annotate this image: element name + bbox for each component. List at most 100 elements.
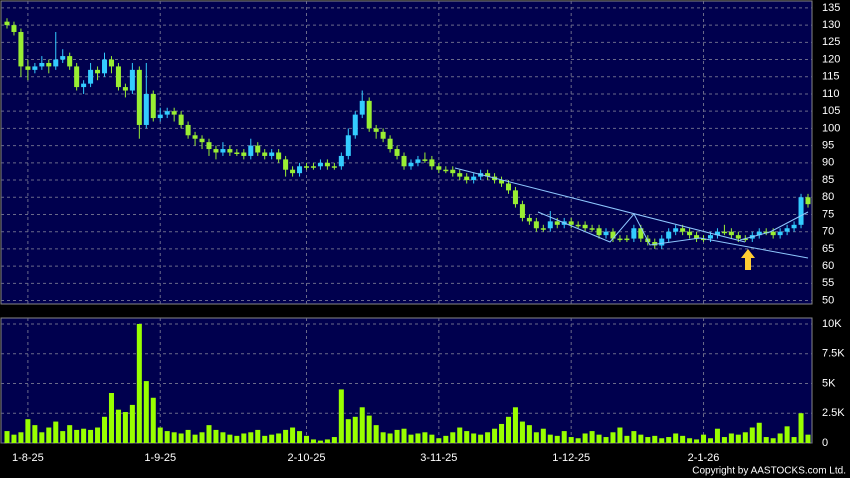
volume-bar <box>157 427 163 443</box>
volume-bar <box>680 435 686 443</box>
candle-body <box>46 62 52 67</box>
candle-body <box>673 228 679 232</box>
volume-bar <box>603 437 609 443</box>
volume-bar <box>338 389 344 443</box>
candle-body <box>32 66 38 70</box>
volume-bar <box>707 438 713 443</box>
trend-line <box>537 211 809 259</box>
grid <box>1 1 812 444</box>
candle-body <box>387 138 393 150</box>
x-tick-label: 1-12-25 <box>552 452 590 464</box>
candle-body <box>443 169 449 172</box>
candle-body <box>624 238 630 241</box>
y-tick-label: 70 <box>822 226 834 238</box>
y-tick-label: 60 <box>822 260 834 272</box>
candle-body <box>4 21 10 26</box>
candle-body <box>359 100 365 115</box>
candle-body <box>610 231 616 239</box>
candle-body <box>283 159 289 170</box>
y-tick-label: 90 <box>822 157 834 169</box>
candle-body <box>136 69 142 125</box>
volume-bar <box>568 437 574 443</box>
volume-bar <box>464 431 470 443</box>
volume-bar <box>429 434 435 443</box>
candle-body <box>401 155 407 167</box>
candle-body <box>547 221 553 229</box>
candle-body <box>554 221 560 225</box>
candle-body <box>659 238 665 246</box>
volume-bar <box>443 435 449 443</box>
volume-bar <box>18 432 24 443</box>
candle-body <box>687 231 693 236</box>
y-tick-label: 115 <box>822 71 840 83</box>
trend-line <box>739 211 809 241</box>
candle-body <box>317 162 323 167</box>
volume-bar <box>199 432 205 443</box>
candle-body <box>680 228 686 232</box>
candle-body <box>88 69 94 84</box>
volume-bar <box>136 323 142 443</box>
candle-body <box>25 66 31 70</box>
candle-body <box>589 228 595 230</box>
volume-bar <box>652 435 658 443</box>
copyright: Copyright by AASTOCKS.com Ltd. <box>692 466 846 477</box>
volume-bar <box>401 428 407 443</box>
candle-body <box>505 183 512 191</box>
candle-body <box>721 231 727 234</box>
candle-body <box>429 159 435 167</box>
volume-bar <box>742 432 748 443</box>
candle-body <box>18 31 24 67</box>
candle-body <box>276 152 282 160</box>
volume-bar <box>39 432 45 443</box>
candle-body <box>422 159 428 161</box>
candle-body <box>241 152 247 156</box>
candle-body <box>324 162 330 167</box>
y-tick-label: 95 <box>822 140 834 152</box>
y2-tick-label: 5K <box>822 377 836 389</box>
volume-bar <box>171 432 177 443</box>
volume-bar <box>129 404 135 443</box>
candle-body <box>143 93 149 125</box>
volume-bar <box>791 437 797 443</box>
volume-bar <box>4 431 10 443</box>
volume-bar <box>310 439 316 443</box>
candle-body <box>457 173 463 177</box>
y-tick-label: 50 <box>822 294 834 306</box>
volume-bar <box>582 433 588 443</box>
volume-bar <box>185 429 191 443</box>
candle-body <box>707 235 713 239</box>
volume-bar <box>380 432 386 443</box>
candle-body <box>512 190 518 205</box>
volume-bar <box>763 437 769 443</box>
candle-body <box>39 62 45 67</box>
candle-body <box>248 145 254 156</box>
volume-bar <box>74 429 80 443</box>
volume-bar <box>150 397 156 443</box>
volume-bar <box>178 433 184 443</box>
candle-body <box>366 100 372 129</box>
candle-body <box>735 235 741 239</box>
volume-bar <box>359 407 365 443</box>
candle-body <box>171 111 177 115</box>
volume-bar <box>415 433 421 443</box>
candle-body <box>297 166 303 174</box>
volume-bar <box>701 434 707 443</box>
volume-bar <box>624 435 630 443</box>
volume-bar <box>596 434 602 443</box>
volume-bar <box>798 413 804 443</box>
volume-panel <box>0 317 813 444</box>
volume-bar <box>610 432 616 443</box>
volume-bar <box>756 422 762 443</box>
volume-bar <box>499 423 505 443</box>
candle-body <box>164 111 170 115</box>
candle-body <box>53 59 59 67</box>
candle-body <box>617 238 623 241</box>
y2-tick-label: 0 <box>822 437 828 449</box>
volume-bar <box>276 433 282 443</box>
volume-bar <box>631 431 637 443</box>
y-tick-label: 130 <box>822 19 840 31</box>
y-tick-label: 65 <box>822 243 834 255</box>
volume-bar <box>32 425 38 443</box>
candle-body <box>303 166 310 168</box>
